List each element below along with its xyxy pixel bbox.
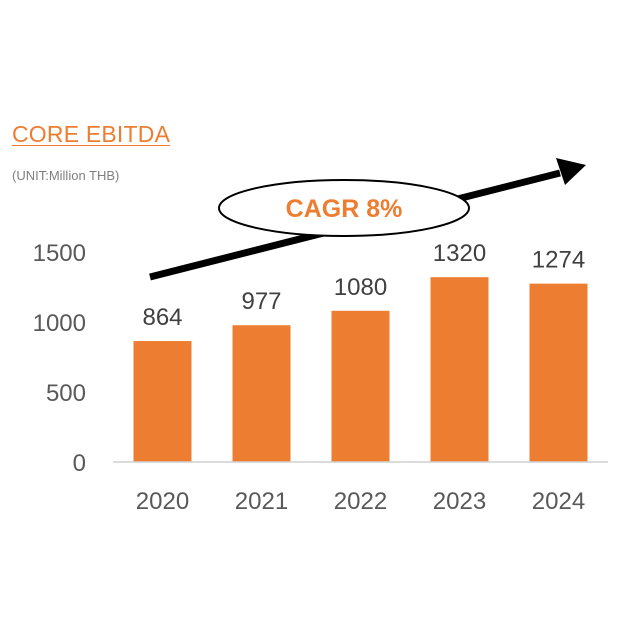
bar-2020 (133, 341, 192, 462)
x-tick-label: 2024 (532, 488, 585, 515)
y-axis-ticks: 0 500 1000 1500 (33, 240, 86, 477)
cagr-ellipse (218, 179, 470, 237)
x-tick-label: 2021 (235, 488, 288, 515)
bars-group (133, 277, 588, 462)
value-labels: 864 977 1080 1320 1274 (142, 240, 585, 331)
data-label-2020: 864 (142, 304, 182, 331)
bar-2021 (232, 325, 291, 462)
bar-2023 (430, 277, 489, 462)
data-label-2021: 977 (241, 288, 281, 315)
bar-2022 (331, 310, 390, 462)
y-tick-label: 1000 (33, 310, 86, 337)
x-tick-label: 2022 (334, 488, 387, 515)
data-label-2022: 1080 (334, 274, 387, 301)
data-label-2024: 1274 (532, 247, 585, 274)
chart-title: CORE EBITDA (12, 121, 171, 147)
y-tick-label: 1500 (33, 240, 86, 267)
bar-2024 (529, 283, 588, 462)
x-tick-label: 2020 (136, 488, 189, 515)
x-axis-labels: 2020 2021 2022 2023 2024 (136, 488, 585, 515)
cagr-label: CAGR 8% (286, 195, 403, 223)
y-tick-label: 500 (46, 380, 86, 407)
y-tick-label: 0 (73, 450, 86, 477)
trend-arrow-head (556, 158, 586, 185)
x-tick-label: 2023 (433, 488, 486, 515)
unit-label: (UNIT:Million THB) (12, 168, 120, 183)
data-label-2023: 1320 (433, 240, 486, 267)
